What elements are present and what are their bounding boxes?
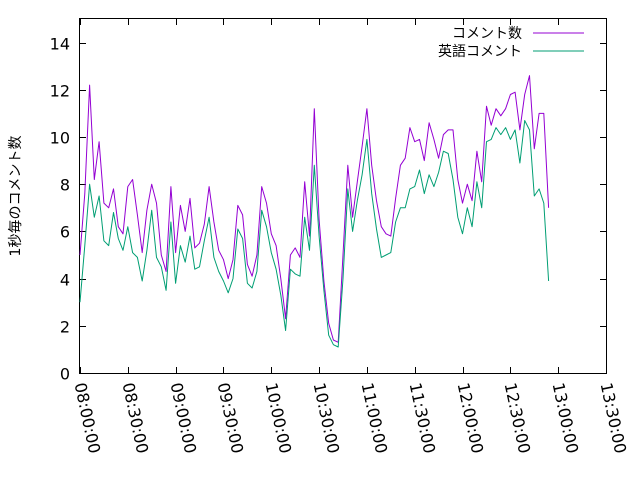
y-tick-label: 0 <box>60 365 70 384</box>
series-lines <box>79 75 550 348</box>
y-tick-label: 10 <box>50 129 70 148</box>
y-tick-label: 4 <box>60 271 70 290</box>
y-tick-label: 2 <box>60 318 70 337</box>
series-line-1 <box>79 75 550 343</box>
y-axis-label: 1秒毎のコメント数 <box>8 136 24 257</box>
y-tick-label: 6 <box>60 223 70 242</box>
y-tick-label: 14 <box>50 35 70 54</box>
legend-label-1: コメント数 <box>452 26 522 42</box>
y-tick-label: 8 <box>60 176 70 195</box>
plot-frame <box>79 18 607 374</box>
y-tick-label: 12 <box>50 82 70 101</box>
legend-label-2: 英語コメント <box>438 43 522 60</box>
series-line-2 <box>79 120 550 348</box>
